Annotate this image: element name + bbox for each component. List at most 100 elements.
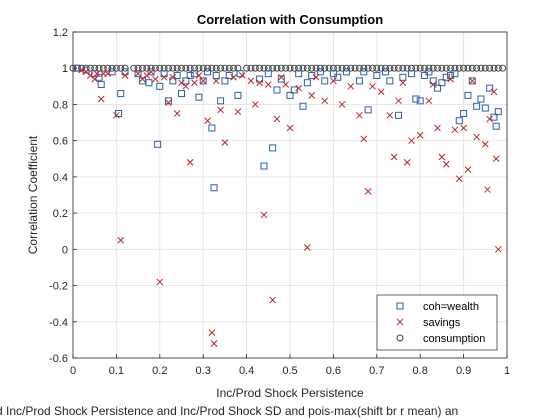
data-point [425, 64, 433, 72]
data-point [286, 64, 294, 72]
data-point [251, 101, 259, 108]
data-point [460, 110, 468, 117]
data-point [117, 64, 125, 72]
data-point [360, 64, 368, 72]
x-tick-label: 0.9 [456, 365, 471, 377]
data-point [78, 66, 86, 74]
y-tick-label: 1 [62, 63, 68, 75]
data-point [277, 64, 285, 72]
data-point [277, 75, 285, 83]
data-point [481, 64, 489, 72]
data-point [208, 64, 216, 72]
data-point [408, 137, 415, 145]
data-point [82, 66, 90, 74]
data-point [473, 64, 481, 72]
data-point [225, 64, 233, 72]
data-point [290, 64, 298, 72]
data-point [130, 64, 138, 72]
y-tick-label: -0.2 [49, 281, 68, 293]
data-point [429, 64, 437, 72]
data-point [143, 72, 151, 79]
data-point [234, 64, 242, 72]
data-point [299, 102, 307, 110]
data-point [408, 70, 416, 78]
legend-marker [396, 302, 404, 310]
data-point [455, 175, 463, 183]
data-point [421, 71, 429, 79]
data-point [412, 95, 420, 103]
legend-label-coh-wealth: coh=wealth [423, 301, 479, 313]
data-point [455, 64, 463, 72]
data-point [468, 64, 476, 72]
data-point [447, 64, 455, 72]
data-point [486, 84, 494, 92]
data-point [143, 64, 151, 72]
data-point [178, 90, 185, 98]
y-axis-label: Correlation Coefficient [26, 135, 40, 254]
data-point [334, 73, 342, 81]
data-point [347, 64, 355, 72]
data-point [330, 77, 337, 85]
data-point [438, 79, 446, 87]
data-point [212, 71, 220, 79]
data-point [377, 64, 385, 72]
x-tick-label: 0.8 [413, 365, 428, 377]
x-tick-label: 0.3 [196, 365, 211, 377]
data-point [490, 88, 498, 96]
y-tick-label: -0.4 [49, 317, 68, 329]
data-point [377, 88, 385, 96]
data-point [364, 188, 372, 195]
data-point [204, 117, 211, 125]
x-axis-label: Inc/Prod Shock Persistence [216, 386, 364, 400]
data-point [86, 64, 94, 72]
data-point [138, 77, 146, 85]
data-point [381, 68, 389, 76]
data-point [395, 97, 402, 105]
data-point [395, 64, 402, 72]
data-point [204, 68, 212, 76]
data-point [295, 84, 303, 92]
data-point [264, 64, 272, 72]
x-tick-label: 0.1 [109, 365, 124, 377]
data-point [173, 64, 181, 72]
data-point [269, 64, 277, 72]
data-point [169, 64, 177, 72]
data-point [217, 106, 224, 114]
data-point [329, 64, 337, 72]
data-point [93, 70, 101, 78]
data-point [364, 64, 372, 72]
data-point [152, 64, 159, 72]
data-point [329, 70, 337, 78]
data-point [104, 70, 112, 78]
data-point [451, 126, 459, 134]
data-point [212, 77, 220, 85]
x-tick-label: 0.5 [282, 365, 297, 377]
data-point [304, 244, 311, 251]
data-point [273, 115, 281, 123]
data-point [364, 106, 372, 114]
y-tick-label: 1.2 [53, 27, 68, 39]
data-point [217, 64, 225, 72]
data-point [434, 84, 442, 92]
data-point [373, 71, 381, 79]
data-point [134, 70, 142, 78]
data-point [145, 79, 153, 87]
data-point [342, 68, 350, 76]
data-point [277, 73, 285, 81]
data-point [399, 73, 407, 81]
data-point [99, 64, 107, 72]
data-point [212, 64, 220, 72]
data-point [97, 81, 105, 89]
x-tick-label: 1 [504, 365, 510, 377]
y-tick-label: -0.6 [49, 353, 68, 365]
data-point [295, 70, 303, 78]
series-savings [78, 66, 502, 347]
data-point [325, 64, 333, 72]
data-point [138, 64, 146, 72]
data-point [243, 64, 251, 72]
data-point [321, 77, 329, 85]
data-point [429, 81, 437, 88]
legend-marker [396, 334, 404, 342]
data-point [264, 70, 272, 78]
data-point [299, 64, 307, 72]
